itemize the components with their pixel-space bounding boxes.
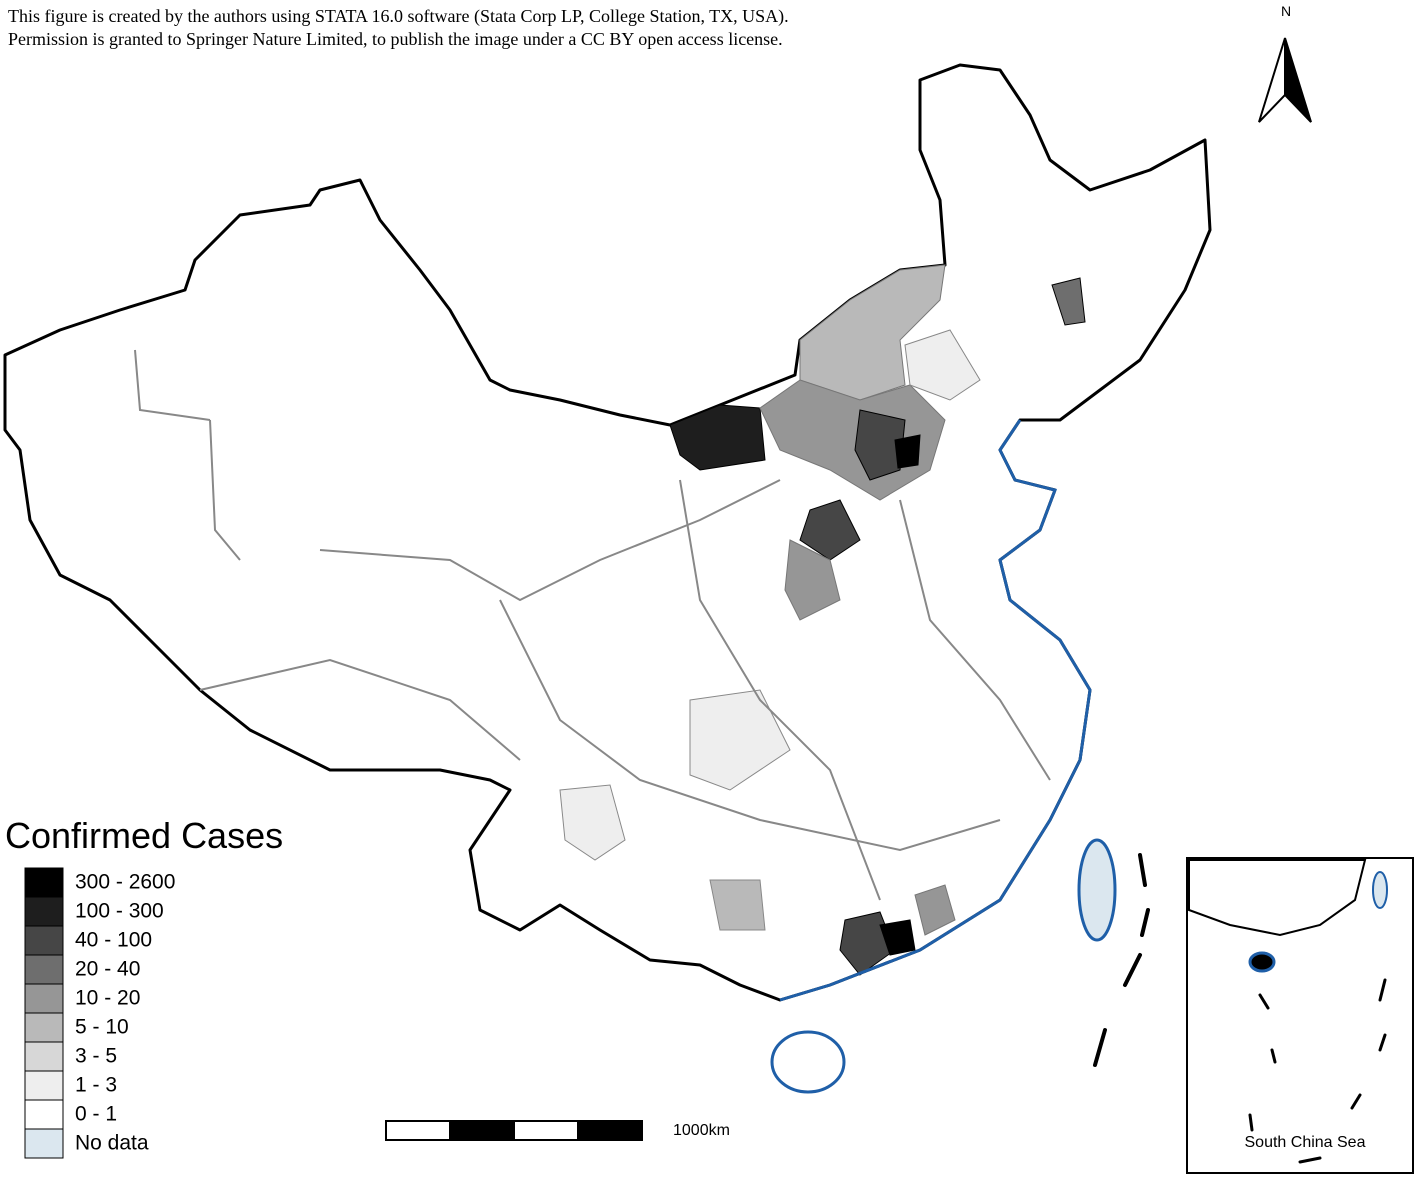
legend-label: No data — [75, 1132, 149, 1155]
scale-label: 1000km — [673, 1122, 730, 1139]
legend-label: 10 - 20 — [75, 987, 140, 1010]
legend-label: 0 - 1 — [75, 1103, 117, 1126]
legend-swatch — [24, 1099, 64, 1130]
legend-swatch — [24, 1128, 64, 1159]
coastline — [779, 419, 1092, 1002]
legend-label: 100 - 300 — [75, 900, 164, 923]
legend-label: 1 - 3 — [75, 1074, 117, 1097]
legend-swatch — [24, 925, 64, 956]
region — [854, 409, 906, 481]
inset-dashes — [1248, 978, 1387, 1164]
north-label: N — [1281, 3, 1291, 19]
legend-label: 40 - 100 — [75, 929, 152, 952]
region — [914, 884, 956, 936]
legend-label: 5 - 10 — [75, 1016, 129, 1039]
country-outline — [3, 63, 1212, 1002]
legend-swatch — [24, 1012, 64, 1043]
north-arrow-left — [1258, 37, 1286, 123]
inset-island — [1372, 871, 1388, 909]
region — [709, 879, 766, 931]
region — [689, 689, 791, 791]
legend-label: 300 - 2600 — [75, 871, 175, 894]
legend-swatch — [24, 896, 64, 927]
boundary-dashes — [1093, 853, 1150, 1067]
legend-title: Confirmed Cases — [5, 815, 283, 856]
region — [894, 434, 921, 469]
region — [904, 329, 981, 401]
header-line: Permission is granted to Springer Nature… — [8, 29, 783, 49]
legend-swatch — [24, 1041, 64, 1072]
region — [784, 539, 841, 621]
legend-label: 3 - 5 — [75, 1045, 117, 1068]
legend-label: 20 - 40 — [75, 958, 140, 981]
scale-bar — [385, 1120, 643, 1141]
legend-swatch — [24, 1070, 64, 1101]
header-line: This figure is created by the authors us… — [8, 6, 789, 27]
island — [770, 1030, 846, 1094]
legend-swatch — [24, 954, 64, 985]
legend: 300 - 2600 100 - 300 40 - 100 20 - 40 10 - 2… — [24, 867, 175, 1159]
legend-swatch — [24, 867, 64, 898]
island — [1077, 838, 1117, 942]
inset-island — [1248, 951, 1276, 973]
north-arrow-right — [1284, 37, 1312, 123]
region — [799, 499, 861, 561]
region — [559, 784, 626, 861]
legend-swatch — [24, 983, 64, 1014]
region — [669, 404, 766, 471]
boundaries — [134, 349, 1051, 901]
region — [1051, 277, 1086, 326]
region — [879, 919, 916, 956]
inset-mainland — [1188, 859, 1367, 937]
inset-label: South China Sea — [1245, 1134, 1366, 1151]
